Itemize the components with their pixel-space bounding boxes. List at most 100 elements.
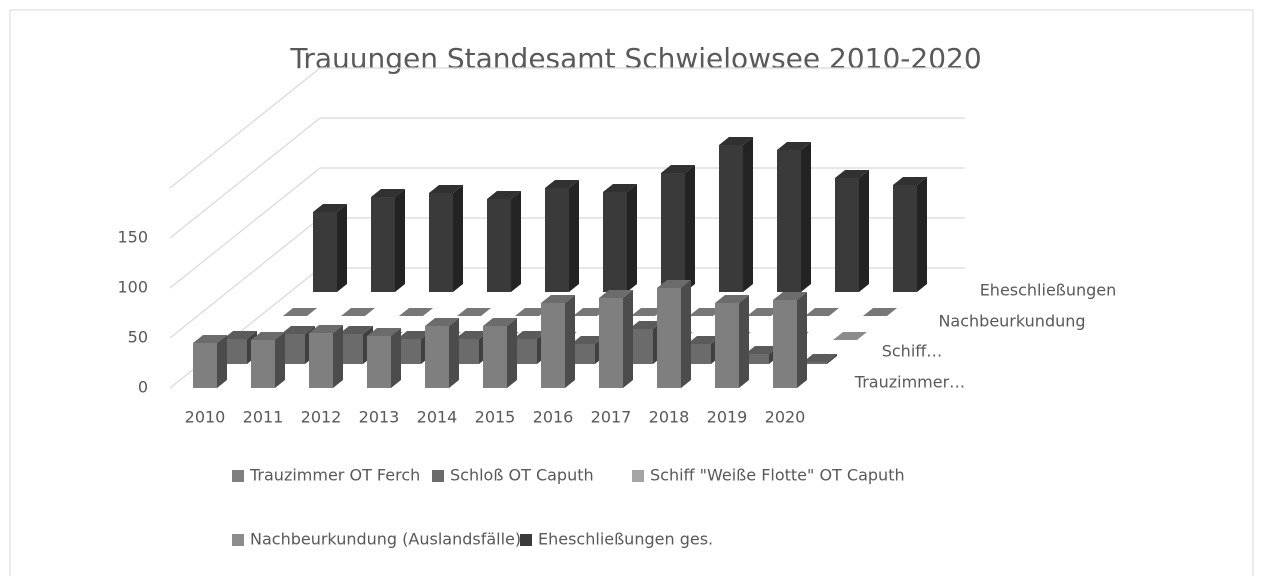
bar-side <box>391 328 401 388</box>
bar-front <box>251 340 275 388</box>
x-tick-label: 2014 <box>417 408 458 427</box>
bar <box>313 204 347 292</box>
bar-top <box>715 295 749 303</box>
bar-top <box>893 177 927 185</box>
legend-swatch <box>232 534 244 546</box>
bar-front <box>745 354 769 364</box>
bar-side <box>217 335 227 388</box>
bar-top <box>687 336 721 344</box>
bar <box>747 308 781 316</box>
bar-top <box>455 331 489 339</box>
bar-front <box>309 333 333 388</box>
bar-side <box>681 280 691 388</box>
bar-top <box>629 321 663 329</box>
legend-swatch <box>232 470 244 482</box>
bar-top <box>429 185 463 193</box>
bar <box>429 185 463 292</box>
bar <box>251 332 285 388</box>
bar-front <box>715 303 739 388</box>
bar-side <box>395 189 405 292</box>
bar-top <box>545 180 579 188</box>
bar-top <box>251 332 285 340</box>
chart-title: Trauungen Standesamt Schwielowsee 2010-2… <box>289 42 981 75</box>
bar-top <box>223 331 257 339</box>
bar <box>715 295 749 388</box>
bar-front <box>371 197 395 292</box>
bar-front <box>803 362 827 364</box>
bar-top <box>283 308 317 316</box>
bar-side <box>565 295 575 388</box>
wall-edge <box>169 67 965 189</box>
bar-front <box>893 185 917 292</box>
bar <box>545 180 579 292</box>
bar-top <box>719 137 753 145</box>
bar-front <box>719 145 743 292</box>
bar-top <box>689 308 723 316</box>
bar-top <box>193 335 227 343</box>
bar <box>515 308 549 316</box>
bar-front <box>545 188 569 292</box>
bar-side <box>337 204 347 292</box>
bar <box>599 290 633 388</box>
depth-label: Schiff… <box>882 342 943 361</box>
bar-front <box>657 288 681 388</box>
bar <box>193 335 227 388</box>
legend-label: Trauzimmer OT Ferch <box>249 466 420 485</box>
x-tick-label: 2018 <box>649 408 690 427</box>
bar <box>689 308 723 316</box>
bar-top <box>341 308 375 316</box>
bar-top <box>603 184 637 192</box>
bar-front <box>687 344 711 364</box>
x-tick-label: 2017 <box>591 408 632 427</box>
bar-top <box>541 295 575 303</box>
legend-label: Eheschließungen ges. <box>538 530 713 549</box>
bar-top <box>571 336 605 344</box>
bar <box>719 137 753 292</box>
grid-line <box>169 117 965 239</box>
bar <box>371 189 405 292</box>
bar <box>833 332 867 340</box>
depth-label: Eheschließungen <box>980 281 1117 300</box>
y-tick-label: 0 <box>138 378 148 397</box>
bar-side <box>449 318 459 388</box>
bar <box>657 280 691 388</box>
legend-swatch <box>632 470 644 482</box>
bar <box>367 328 401 388</box>
bar-top <box>803 354 837 362</box>
bar-front <box>367 336 391 388</box>
bar <box>603 184 637 292</box>
bar <box>805 308 839 316</box>
bar-top <box>367 328 401 336</box>
bar-top <box>397 331 431 339</box>
bar-front <box>541 303 565 388</box>
bar-top <box>309 325 343 333</box>
bar-top <box>339 326 373 334</box>
y-tick-label: 50 <box>128 328 148 347</box>
x-tick-label: 2010 <box>185 408 226 427</box>
bar-side <box>507 318 517 388</box>
legend-label: Schloß OT Caputh <box>450 466 594 485</box>
bar-top <box>573 308 607 316</box>
x-tick-label: 2011 <box>243 408 284 427</box>
bar-top <box>399 308 433 316</box>
legend-label: Nachbeurkundung (Auslandsfälle) <box>250 530 521 549</box>
bar-side <box>511 191 521 292</box>
bar-front <box>429 193 453 292</box>
bar <box>661 165 695 292</box>
bar-top <box>747 308 781 316</box>
y-tick-label: 100 <box>117 278 148 297</box>
bar-top <box>425 318 459 326</box>
bar-side <box>743 137 753 292</box>
bar <box>425 318 459 388</box>
bar-top <box>599 290 633 298</box>
bar-side <box>827 354 837 364</box>
bar-front <box>773 300 797 388</box>
x-tick-label: 2015 <box>475 408 516 427</box>
bar <box>487 191 521 292</box>
bar-side <box>275 332 285 388</box>
bar <box>573 308 607 316</box>
bar-top <box>281 326 315 334</box>
bar-top <box>805 308 839 316</box>
bar <box>399 308 433 316</box>
